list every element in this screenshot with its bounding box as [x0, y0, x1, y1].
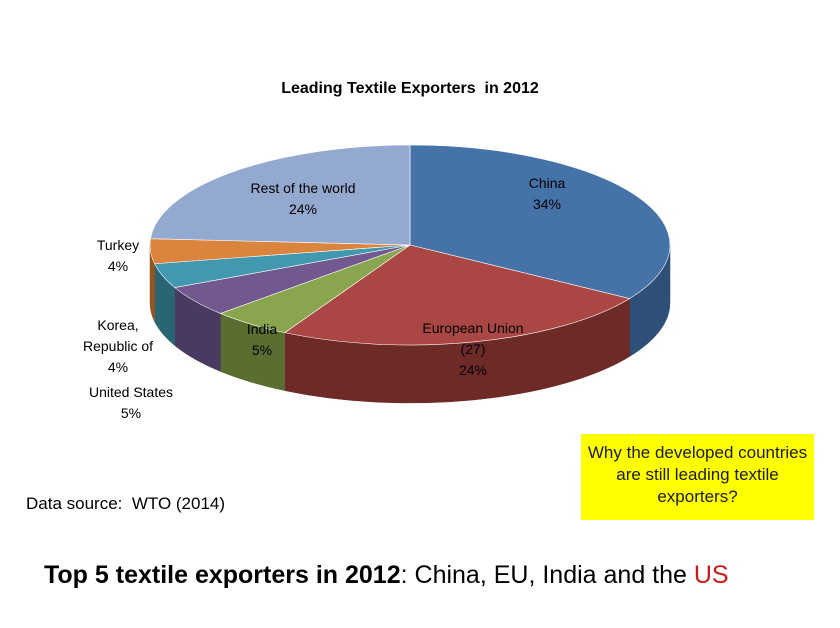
- summary-rest: : China, EU, India and the: [400, 561, 694, 589]
- summary-lead: Top 5 textile exporters in 2012: [44, 561, 401, 589]
- slice-label-6: Rest of the world 24%: [250, 180, 355, 217]
- pie-top-faces: [149, 144, 671, 346]
- pie-slice-1: [284, 244, 631, 346]
- pie-side-walls: [149, 244, 671, 404]
- slice-label-0: China 34%: [529, 175, 566, 212]
- question-callout: Why the developed countries are still le…: [581, 434, 814, 520]
- summary-accent: US: [693, 561, 729, 589]
- pie-labels: China 34% European Union (27) 24% India 5% Unit…: [83, 175, 566, 421]
- slice-label-1: European Union (27) 24%: [422, 320, 523, 378]
- slice-label-4: Korea, Republic of 4%: [83, 317, 153, 375]
- slice-label-3: United States 5%: [89, 384, 173, 421]
- slice-label-5: Turkey 4%: [97, 237, 139, 274]
- pie-slice-6: [150, 144, 411, 246]
- summary-line: Top 5 textile exporters in 2012: China, …: [44, 561, 729, 590]
- chart-title: Leading Textile Exporters in 2012: [281, 80, 539, 97]
- slice-label-2: India 5%: [247, 321, 278, 358]
- pie-slice-0: [409, 144, 671, 299]
- data-source-note: Data source: WTO (2014): [26, 494, 226, 513]
